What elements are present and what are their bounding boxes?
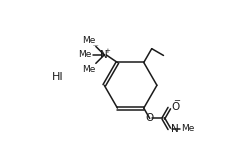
Text: Me: Me [78,50,91,59]
Text: —: — [92,43,98,48]
Text: O: O [146,114,154,123]
Text: Me: Me [82,36,95,45]
Text: Me: Me [181,124,195,133]
Text: HI: HI [52,72,64,82]
Text: +: + [104,48,110,54]
Text: Me: Me [82,65,95,74]
Text: −: − [173,96,180,105]
Text: N: N [100,50,108,60]
Text: O: O [171,102,179,112]
Text: N: N [170,124,178,134]
